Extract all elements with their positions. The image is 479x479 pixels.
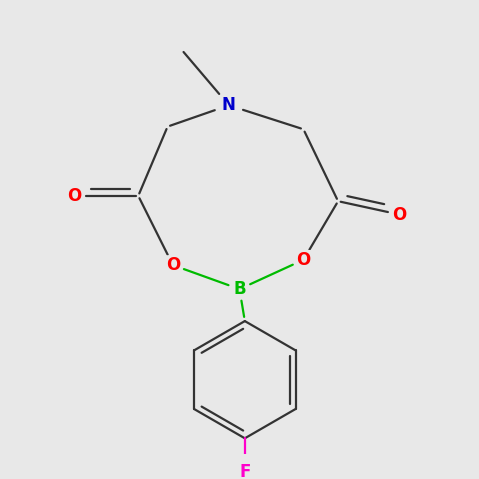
- Text: O: O: [166, 256, 180, 274]
- Text: B: B: [233, 280, 246, 298]
- Text: O: O: [392, 205, 407, 224]
- Text: O: O: [297, 251, 310, 269]
- Text: N: N: [222, 96, 236, 114]
- Text: O: O: [67, 187, 81, 205]
- Text: F: F: [239, 463, 251, 479]
